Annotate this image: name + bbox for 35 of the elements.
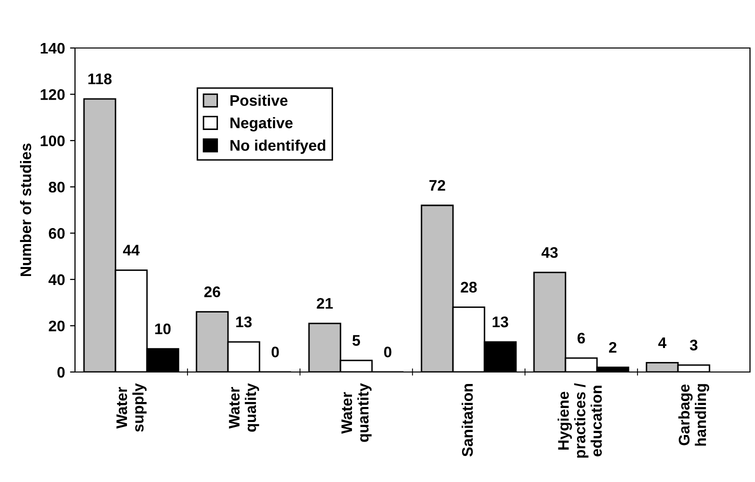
data-label: 2	[609, 342, 616, 353]
data-label: 10	[155, 323, 171, 334]
y-tick-label: 100	[40, 135, 65, 146]
data-label: 13	[492, 316, 508, 328]
data-label: 4	[658, 337, 666, 348]
data-label: 13	[236, 316, 252, 328]
x-tick-label: Sanitation	[462, 384, 473, 457]
data-label: 72	[429, 180, 446, 191]
y-tick-label: 140	[40, 42, 65, 54]
y-tick-label: 60	[48, 228, 65, 239]
legend-label: Negative	[230, 117, 293, 132]
x-tick-label: Water quality	[228, 383, 260, 432]
data-label: 0	[272, 346, 279, 358]
y-tick-label: 20	[48, 320, 65, 332]
x-tick-label: Hygiene practices / education	[558, 383, 602, 458]
data-label: 21	[316, 298, 333, 309]
y-tick-label: 0	[57, 366, 65, 378]
data-label: 44	[122, 244, 140, 256]
data-label: 5	[352, 335, 360, 346]
y-tick-label: 40	[48, 274, 65, 286]
x-tick-label: Water supply	[116, 383, 147, 432]
x-tick-label: Water quantity	[341, 383, 372, 442]
data-label: 0	[384, 346, 392, 358]
data-label: 6	[578, 332, 585, 344]
legend-label: No identifyed	[230, 140, 326, 154]
data-label: 43	[541, 247, 558, 258]
y-tick-label: 120	[40, 89, 65, 100]
data-label: 3	[690, 340, 698, 350]
x-tick-label: Garbage handling	[678, 384, 710, 446]
legend-label: Positive	[230, 94, 288, 106]
data-label: 28	[460, 282, 477, 293]
y-tick-label: 80	[48, 182, 65, 193]
data-label: 26	[204, 286, 220, 298]
y-axis-title: Number of studies	[20, 144, 32, 276]
data-label: 118	[88, 74, 112, 84]
